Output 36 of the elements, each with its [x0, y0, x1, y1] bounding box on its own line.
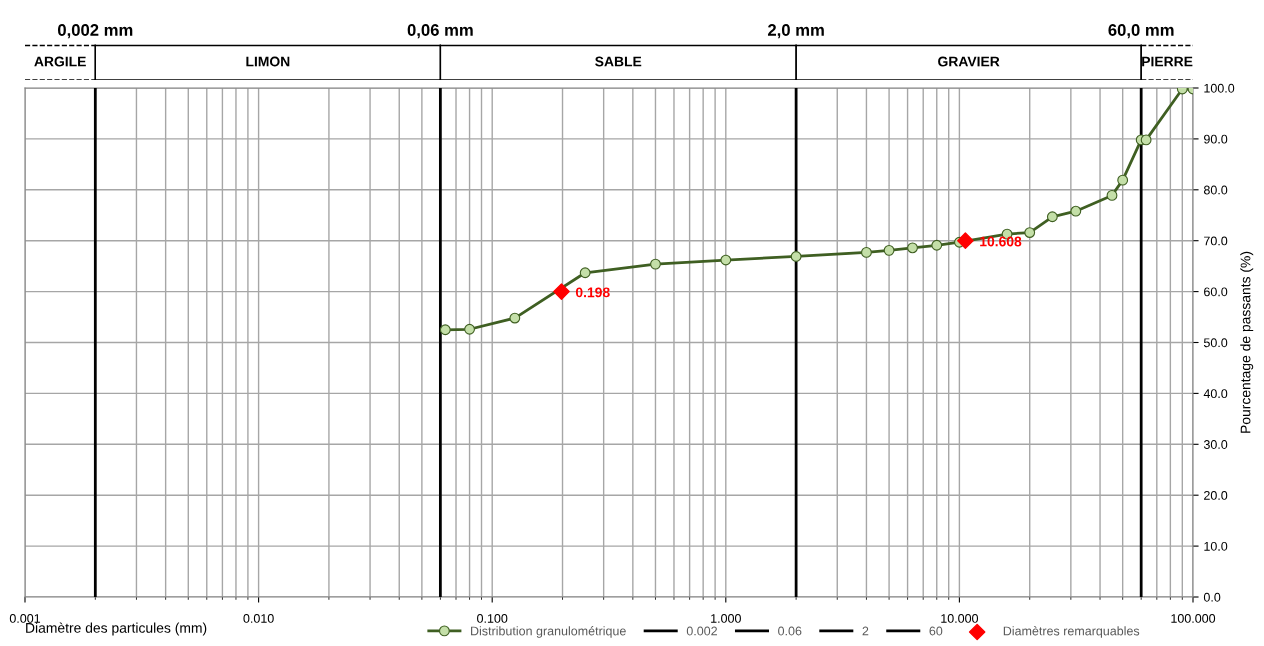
- legend-label: 60: [929, 626, 943, 636]
- text: ARGILE: [34, 56, 86, 67]
- y-axis-title: Pourcentage de passants (%): [1240, 251, 1254, 433]
- y-tick-label: 40.0: [1203, 389, 1228, 399]
- annotation: 0,002 mm: [57, 24, 133, 39]
- annotation: 0.198: [575, 287, 610, 298]
- text: LIMON: [246, 56, 290, 67]
- annotation: 2,0 mm: [767, 24, 824, 39]
- annotation: 0,06 mm: [407, 24, 473, 39]
- y-tick-label: 100.0: [1204, 83, 1235, 93]
- legend-label: Diamètres remarquables: [1003, 626, 1140, 638]
- y-tick-label: 60.0: [1204, 287, 1228, 297]
- text: PIERRE: [1142, 56, 1193, 67]
- y-tick-label: 0.0: [1203, 592, 1221, 602]
- legend-label: 0.002: [686, 626, 717, 636]
- x-tick-label: 100.000: [1171, 614, 1216, 623]
- x-tick-label: 0.100: [477, 614, 508, 623]
- x-tick-label: 10.000: [941, 614, 979, 623]
- x-tick-label: 0.001: [9, 614, 41, 623]
- x-axis-title: Diamètre des particules (mm): [26, 622, 207, 636]
- text: GRAVIER: [938, 56, 1000, 67]
- y-tick-label: 90.0: [1204, 134, 1228, 144]
- legend-label: 2: [862, 626, 869, 636]
- x-tick-label: 0.010: [243, 614, 274, 623]
- y-tick-label: 70.0: [1204, 236, 1228, 246]
- annotation: 60,0 mm: [1108, 24, 1174, 39]
- y-tick-label: 50.0: [1203, 338, 1228, 348]
- y-tick-label: 30.0: [1203, 440, 1228, 449]
- annotation: 10.608: [980, 236, 1022, 247]
- text: SABLE: [595, 56, 642, 67]
- x-tick-label: 1.000: [711, 614, 741, 623]
- legend-label: Distribution granulométrique: [471, 626, 626, 638]
- y-tick-label: 20.0: [1204, 491, 1228, 500]
- y-tick-label: 10.0: [1204, 541, 1228, 551]
- y-tick-label: 80.0: [1203, 185, 1228, 195]
- legend-label: 0.06: [778, 626, 802, 636]
